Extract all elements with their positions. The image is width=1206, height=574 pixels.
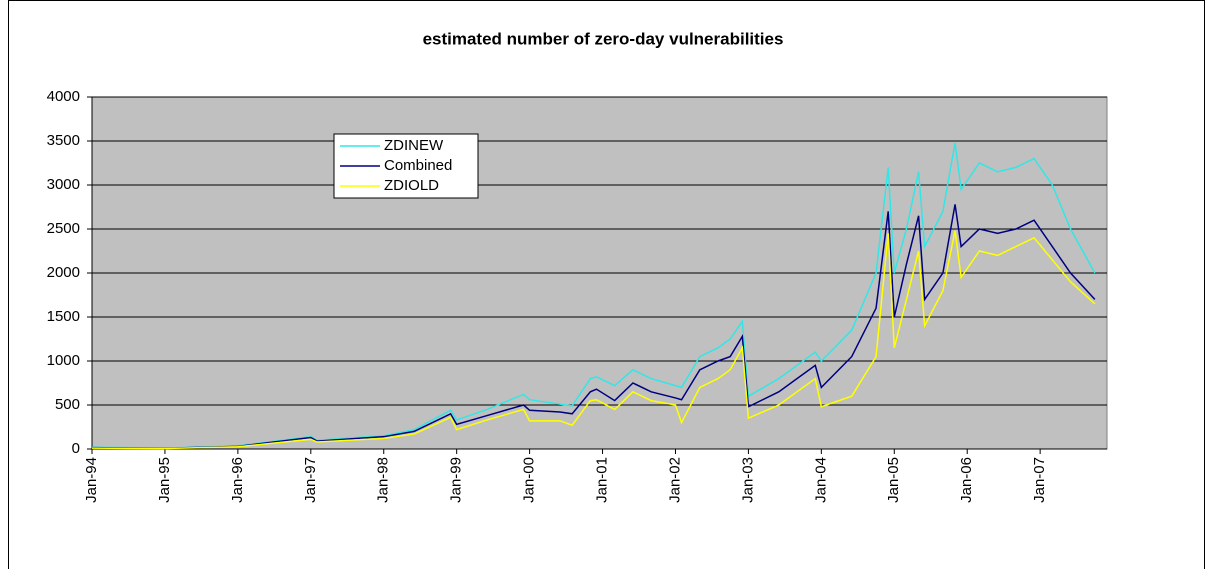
- legend-label: ZDINEW: [384, 137, 444, 154]
- x-tick-label: Jan-02: [666, 457, 683, 503]
- x-tick-label: Jan-96: [229, 457, 246, 503]
- x-tick-label: Jan-99: [448, 457, 465, 503]
- x-tick-label: Jan-94: [83, 457, 100, 503]
- y-tick-label: 1000: [47, 352, 80, 369]
- y-tick-label: 4000: [47, 88, 80, 105]
- series-line: [91, 230, 1096, 450]
- y-tick-label: 1500: [47, 308, 80, 325]
- x-tick-label: Jan-07: [1031, 457, 1048, 503]
- x-tick-label: Jan-01: [594, 457, 611, 503]
- chart-title: estimated number of zero-day vulnerabili…: [423, 29, 784, 48]
- x-tick-label: Jan-97: [302, 457, 319, 503]
- x-tick-label: Jan-98: [375, 457, 392, 503]
- legend-label: ZDIOLD: [384, 177, 439, 194]
- x-tick-label: Jan-05: [885, 457, 902, 503]
- y-tick-label: 3000: [47, 176, 80, 193]
- series-line: [91, 204, 1096, 450]
- y-tick-label: 3500: [47, 132, 80, 149]
- x-tick-label: Jan-95: [156, 457, 173, 503]
- x-tick-label: Jan-06: [958, 457, 975, 503]
- y-tick-label: 2500: [47, 220, 80, 237]
- x-tick-label: Jan-04: [812, 457, 829, 503]
- x-tick-label: Jan-00: [521, 457, 538, 503]
- series-line: [91, 142, 1096, 449]
- y-tick-label: 0: [72, 440, 80, 457]
- y-tick-label: 2000: [47, 264, 80, 281]
- legend-label: Combined: [384, 157, 452, 174]
- x-tick-label: Jan-03: [739, 457, 756, 503]
- y-tick-label: 500: [55, 396, 80, 413]
